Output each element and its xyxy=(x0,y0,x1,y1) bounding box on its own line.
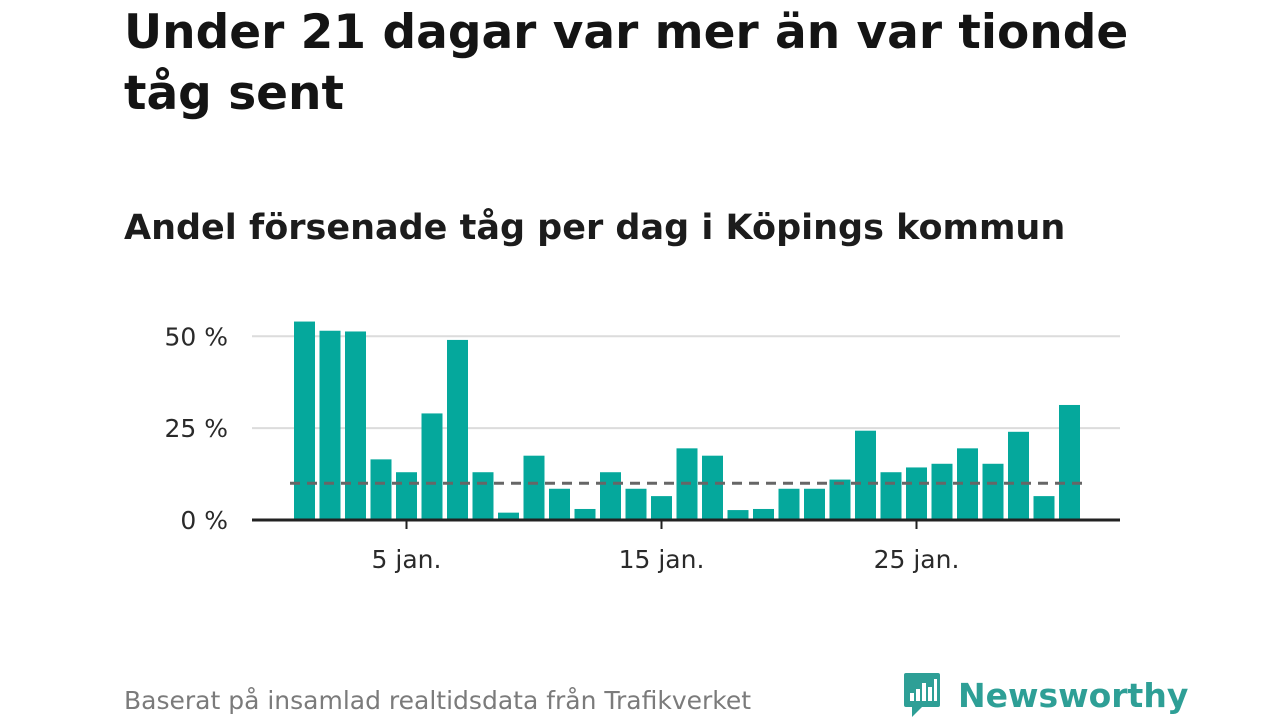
x-tick-label: 25 jan. xyxy=(874,545,960,574)
bar xyxy=(982,463,1004,520)
brand-logo-link[interactable]: Newsworthy xyxy=(902,671,1188,719)
bar xyxy=(319,330,341,520)
bar xyxy=(345,331,366,520)
bar xyxy=(1059,404,1080,520)
bar xyxy=(753,508,774,520)
bar xyxy=(906,467,927,520)
bar xyxy=(625,488,647,520)
bar xyxy=(549,488,570,520)
brand-name: Newsworthy xyxy=(958,675,1189,715)
bar xyxy=(574,508,596,520)
x-tick-label: 15 jan. xyxy=(619,545,705,574)
axes: 0 % 25 % 50 % 5 jan. 15 jan. 25 jan. xyxy=(164,322,1120,574)
bars xyxy=(294,321,1080,520)
bar xyxy=(472,472,494,520)
bar xyxy=(880,472,902,520)
bar xyxy=(804,488,825,520)
gridlines xyxy=(252,335,1120,430)
y-tick-label: 0 % xyxy=(180,506,228,535)
bar xyxy=(727,510,749,520)
bar xyxy=(1008,431,1029,520)
y-tick-label: 50 % xyxy=(164,322,228,351)
bar xyxy=(651,496,672,520)
bar xyxy=(1033,496,1055,520)
x-tick-label: 5 jan. xyxy=(372,545,442,574)
bar xyxy=(447,339,468,520)
bar xyxy=(829,479,851,520)
bar xyxy=(778,488,800,520)
source-note: Baserat på insamlad realtidsdata från Tr… xyxy=(124,686,752,715)
bar xyxy=(421,413,443,520)
bar xyxy=(396,472,417,520)
bar xyxy=(294,321,315,520)
chart-title: Under 21 dagar var mer än var tionde tåg… xyxy=(124,5,1129,121)
bar-chart: 0 % 25 % 50 % 5 jan. 15 jan. 25 jan. xyxy=(164,321,1120,574)
bar xyxy=(702,455,723,520)
newsworthy-logo-icon xyxy=(904,673,940,717)
bar xyxy=(523,455,545,520)
chart-subtitle: Andel försenade tåg per dag i Köpings ko… xyxy=(124,208,1066,248)
bar xyxy=(931,463,953,520)
bar xyxy=(600,472,621,520)
bar xyxy=(957,448,978,520)
y-tick-label: 25 % xyxy=(164,414,228,443)
bar xyxy=(498,512,519,520)
bar xyxy=(370,459,392,520)
bar xyxy=(855,430,876,520)
